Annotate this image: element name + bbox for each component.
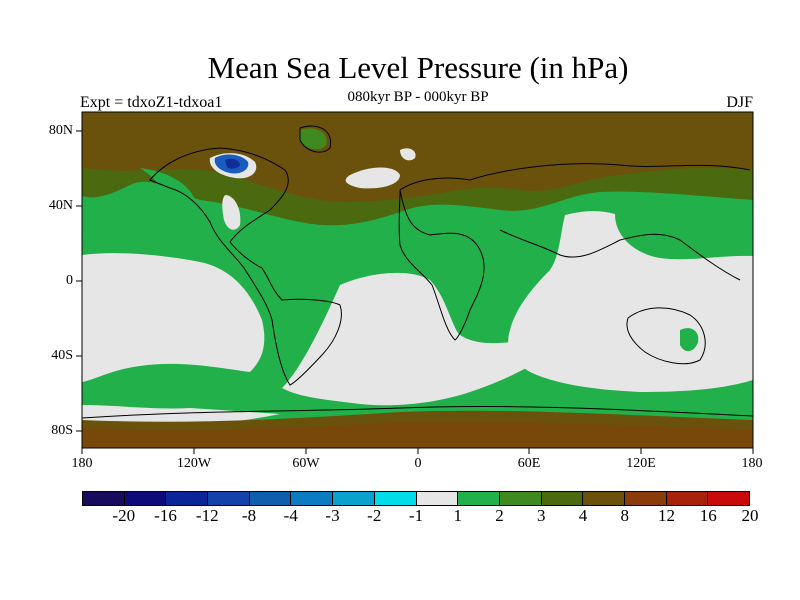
page-title: Mean Sea Level Pressure (in hPa) — [207, 50, 629, 85]
lon-label-0: 0 — [414, 456, 422, 471]
colorbar-swatch-12 — [583, 492, 625, 505]
colorbar-label-0: -20 — [112, 506, 136, 525]
colorbar-swatch-4 — [249, 492, 292, 505]
lat-label-0: 0 — [66, 273, 73, 288]
ice-sheet-core — [225, 158, 240, 169]
colorbar-swatch-10 — [499, 492, 542, 505]
lat-label-80s: 80S — [51, 423, 73, 438]
colorbar-label-1: -16 — [154, 506, 177, 525]
colorbar-swatch-6 — [333, 492, 375, 505]
lon-label-180e: 180 — [741, 456, 763, 471]
colorbar-swatch-1 — [124, 492, 167, 505]
colorbar-label-2: -12 — [195, 506, 219, 525]
colorbar-label-6: -2 — [367, 506, 382, 525]
lon-label-60w: 60W — [292, 456, 320, 471]
period-subtitle: 080kyr BP - 000kyr BP — [347, 89, 489, 105]
colorbar-swatch-5 — [291, 492, 334, 505]
colorbar-swatch-13 — [624, 492, 667, 505]
asia-south-coast — [499, 229, 741, 281]
colorbar-label-11: 4 — [578, 506, 588, 525]
season-label: DJF — [726, 94, 753, 111]
colorbar-swatch-11 — [541, 492, 584, 505]
afro-eurasia-coast — [398, 163, 751, 341]
colorbar — [82, 491, 750, 506]
colorbar-label-14: 16 — [699, 506, 717, 525]
lon-label-120e: 120E — [626, 456, 656, 471]
lat-label-40n: 40N — [48, 198, 73, 213]
australia-coast — [626, 307, 706, 365]
axis-ticks — [76, 130, 754, 454]
experiment-label: Expt = tdxoZ1-tdxoa1 — [80, 94, 223, 111]
colorbar-swatch-9 — [458, 492, 500, 505]
colorbar-swatch-2 — [166, 492, 209, 505]
colorbar-swatch-7 — [374, 492, 417, 505]
map-field — [82, 112, 753, 448]
colorbar-swatch-0 — [83, 492, 125, 505]
colorbar-swatch-14 — [666, 492, 709, 505]
antarctica-coast — [82, 405, 753, 419]
southern-ocean-patch — [82, 405, 280, 426]
colorbar-swatch-3 — [208, 492, 250, 505]
south-red-band — [82, 421, 753, 448]
south-atlantic-light-region — [282, 272, 544, 406]
australia-green — [680, 328, 699, 352]
colorbar-label-5: -3 — [325, 506, 340, 525]
colorbar-label-8: 1 — [453, 506, 463, 525]
south-brown-band — [82, 410, 753, 448]
colorbar-label-13: 12 — [658, 506, 675, 525]
lon-label-180w: 180 — [71, 456, 93, 471]
colorbar-label-12: 8 — [620, 506, 630, 525]
colorbar-label-15: 20 — [741, 506, 759, 525]
west-atlantic-patch — [222, 195, 241, 230]
colorbar-label-10: 3 — [537, 506, 546, 525]
north-atlantic-patch — [345, 167, 400, 189]
north-brown-band — [82, 112, 753, 203]
colorbar-swatch-8 — [416, 492, 459, 505]
pacific-light-region — [82, 253, 265, 382]
colorbar-label-7: -1 — [408, 506, 424, 525]
lon-label-120w: 120W — [176, 456, 212, 471]
north-pacific-green — [140, 168, 230, 255]
colorbar-swatch-15 — [708, 492, 749, 505]
lat-label-40s: 40S — [51, 348, 73, 363]
colorbar-label-4: -4 — [283, 506, 298, 525]
lat-label-80n: 80N — [48, 123, 73, 138]
greenland-coast — [299, 125, 332, 153]
colorbar-label-9: 2 — [495, 506, 504, 525]
lon-label-60e: 60E — [517, 456, 541, 471]
colorbar-label-3: -8 — [241, 506, 257, 525]
arctic-patch — [400, 148, 416, 161]
greenland-green — [300, 128, 327, 150]
americas-coast — [149, 147, 342, 386]
coastlines — [82, 125, 753, 419]
